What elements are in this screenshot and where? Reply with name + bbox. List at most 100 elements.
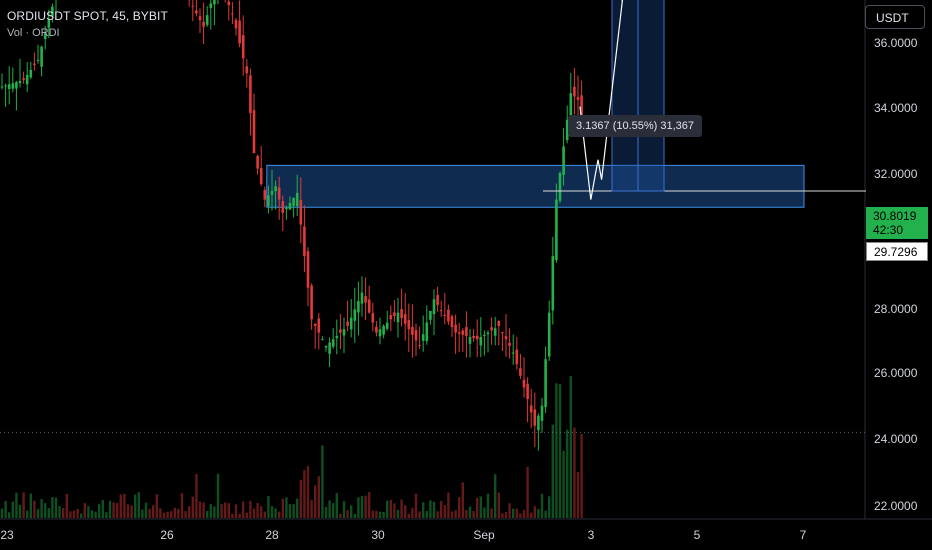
volume-indicator-label[interactable]: Vol · ORDI <box>7 27 60 39</box>
candle-body <box>389 315 393 320</box>
volume-bar <box>148 508 151 518</box>
candle-body <box>51 6 54 17</box>
candle-body <box>450 316 454 328</box>
candle-body <box>371 313 375 323</box>
candle-body <box>321 339 324 341</box>
volume-bar <box>447 492 450 518</box>
price-tick: 24.0000 <box>874 432 918 446</box>
volume-bar <box>389 500 392 518</box>
volume-bar <box>54 497 58 518</box>
candle-body <box>511 352 515 354</box>
candle-body <box>310 285 313 320</box>
candle-body <box>558 173 562 201</box>
volume-bar <box>274 508 277 518</box>
volume-bar <box>123 493 126 518</box>
volume-bar <box>443 505 446 518</box>
volume-bar <box>220 503 223 518</box>
candle-body <box>454 324 457 333</box>
volume-bar <box>270 506 274 518</box>
volume-bar <box>562 450 565 518</box>
volume-bar <box>396 509 400 518</box>
volume-bar <box>324 506 328 518</box>
volume-bar <box>206 510 209 518</box>
volume-bar <box>393 503 396 518</box>
volume-bar <box>519 513 522 518</box>
candle-body <box>295 192 299 206</box>
candle-body <box>270 190 274 195</box>
candle-body <box>227 1 231 6</box>
volume-bar <box>69 511 72 518</box>
volume-bar <box>130 505 133 518</box>
volume-bar <box>501 513 504 518</box>
volume-bar <box>26 510 29 518</box>
time-tick: 7 <box>799 528 807 542</box>
candle-body <box>497 320 501 326</box>
time-tick: 5 <box>693 528 701 542</box>
volume-bar <box>580 433 583 518</box>
candle-body <box>421 334 425 341</box>
candle-body <box>457 332 461 334</box>
candle-body <box>285 207 288 210</box>
volume-bar <box>227 503 230 518</box>
candle-body <box>447 309 450 322</box>
volume-bar <box>508 503 511 518</box>
volume-bar <box>375 510 378 518</box>
volume-bar <box>296 498 299 518</box>
candle-body <box>522 379 526 388</box>
candle-body <box>573 86 576 97</box>
candle-body <box>47 20 51 28</box>
candle-body <box>202 21 205 27</box>
candle-body <box>335 335 339 339</box>
candle-body <box>533 409 537 426</box>
volume-bar <box>353 513 356 518</box>
currency-button[interactable]: USDT <box>865 5 925 29</box>
volume-bar <box>328 500 331 518</box>
volume-bar <box>357 497 360 518</box>
candle-body <box>400 309 403 319</box>
candle-body <box>263 190 267 200</box>
volume-bar <box>202 502 205 518</box>
volume-bar <box>540 493 544 518</box>
candle-body <box>324 345 328 348</box>
volume-bar <box>83 503 86 518</box>
volume-bar <box>108 500 112 518</box>
candle-body <box>367 299 371 313</box>
volume-bar <box>51 497 54 518</box>
volume-bar <box>400 499 403 518</box>
volume-bar <box>184 511 187 518</box>
time-tick: 26 <box>160 528 174 542</box>
symbol-title[interactable]: ORDIUSDT SPOT, 45, BYBIT <box>7 9 168 23</box>
candle-body <box>328 342 331 354</box>
volume-bar <box>555 383 558 518</box>
volume-bar <box>382 511 385 518</box>
volume-bar <box>0 508 4 518</box>
candle-body <box>472 335 475 339</box>
candle-body <box>411 326 414 335</box>
volume-bar <box>90 510 94 518</box>
candle-body <box>562 146 565 175</box>
volume-bar <box>267 496 270 518</box>
volume-bar <box>544 510 547 518</box>
volume-bar <box>159 508 162 518</box>
candle-body <box>357 301 360 313</box>
candle-body <box>382 325 385 335</box>
candle-body <box>195 10 198 14</box>
candle-body <box>25 74 29 85</box>
volume-bar <box>245 512 248 518</box>
volume-bar <box>310 500 313 518</box>
volume-bar <box>418 511 421 518</box>
volume-bar <box>285 497 288 518</box>
volume-bar <box>526 466 529 518</box>
volume-bar <box>224 502 227 518</box>
volume-bar <box>72 510 76 518</box>
volume-bar <box>134 494 137 518</box>
candle-body <box>519 368 522 376</box>
volume-bar <box>429 500 432 518</box>
volume-bar <box>119 494 122 518</box>
volume-bar <box>411 508 414 518</box>
volume-bar <box>321 445 324 518</box>
volume-bar <box>512 508 515 518</box>
candle-body <box>385 322 389 329</box>
volume-bar <box>486 493 490 518</box>
